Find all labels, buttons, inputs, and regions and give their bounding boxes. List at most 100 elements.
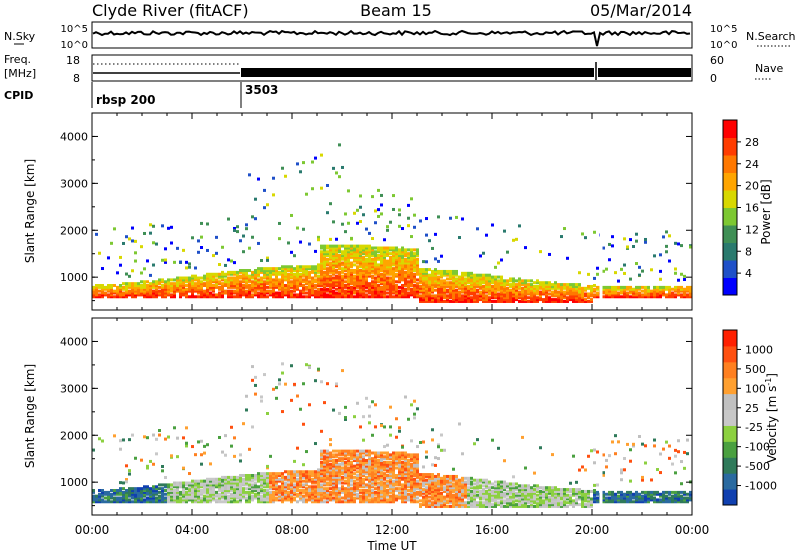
data-cell [272,483,275,487]
data-cell [158,280,161,284]
data-cell [215,494,218,498]
data-cell [155,500,158,504]
data-cell [251,270,254,274]
data-cell [500,275,503,279]
data-cell [320,479,323,483]
data-cell [281,362,284,366]
data-cell [92,490,95,494]
data-cell [110,287,113,291]
data-cell [191,483,194,487]
data-cell [305,479,308,483]
data-cell [488,277,491,281]
data-cell [413,464,416,468]
data-cell [665,285,668,289]
data-cell [323,284,326,288]
data-cell [332,257,335,261]
data-cell [317,367,320,371]
data-cell [386,225,389,229]
data-cell [335,462,338,466]
data-cell [350,498,353,502]
data-cell [296,295,299,299]
data-cell [476,227,479,231]
data-cell [92,285,95,289]
data-cell [347,284,350,288]
data-cell [299,170,302,174]
data-cell [383,445,386,449]
data-cell [317,492,320,496]
data-cell [533,290,536,294]
data-cell [266,492,269,496]
data-cell [371,195,374,199]
data-cell [422,503,425,507]
data-cell [437,269,440,273]
data-cell [581,296,584,300]
data-cell [578,294,581,298]
data-cell [227,278,230,282]
data-cell [245,394,248,398]
data-cell [176,282,179,286]
data-cell [392,194,395,198]
data-cell [389,483,392,487]
data-cell [521,283,524,287]
data-cell [227,272,230,276]
data-cell [440,273,443,277]
data-cell [362,289,365,293]
data-cell [386,470,389,474]
data-cell [248,500,251,504]
data-cell [401,498,404,502]
data-cell [266,489,269,493]
data-cell [185,287,188,291]
data-cell [338,489,341,493]
data-cell [329,274,332,278]
data-cell [374,466,377,470]
data-cell [260,276,263,280]
data-cell [200,282,203,286]
data-cell [365,253,368,257]
data-cell [374,221,377,225]
data-cell [116,291,119,295]
data-cell [254,272,257,276]
data-cell [299,481,302,485]
data-cell [473,298,476,302]
data-cell [326,460,329,464]
data-cell [437,443,440,447]
data-cell [374,252,377,256]
data-cell [428,290,431,294]
data-cell [125,295,128,299]
data-cell [389,494,392,498]
data-cell [641,293,644,297]
data-cell [92,500,95,504]
data-cell [164,287,167,291]
data-cell [335,477,338,481]
data-cell [359,263,362,267]
data-cell [668,285,671,289]
data-cell [374,263,377,267]
data-cell [329,494,332,498]
data-cell [377,276,380,280]
data-cell [452,281,455,285]
data-cell [248,287,251,291]
data-cell [410,472,413,476]
data-cell [629,295,632,299]
data-cell [170,293,173,297]
data-cell [293,496,296,500]
data-cell [365,282,368,286]
data-cell [182,490,185,494]
data-cell [344,291,347,295]
data-cell [380,274,383,278]
data-cell [605,293,608,297]
data-cell [383,269,386,273]
data-cell [446,501,449,505]
data-cell [413,269,416,273]
data-cell [257,490,260,494]
data-cell [377,246,380,250]
data-cell [320,477,323,481]
data-cell [332,474,335,478]
data-cell [230,489,233,493]
data-cell [347,270,350,274]
data-cell [497,279,500,283]
data-cell [602,289,605,293]
data-cell [317,270,320,274]
data-cell [209,494,212,498]
data-cell [326,211,329,215]
